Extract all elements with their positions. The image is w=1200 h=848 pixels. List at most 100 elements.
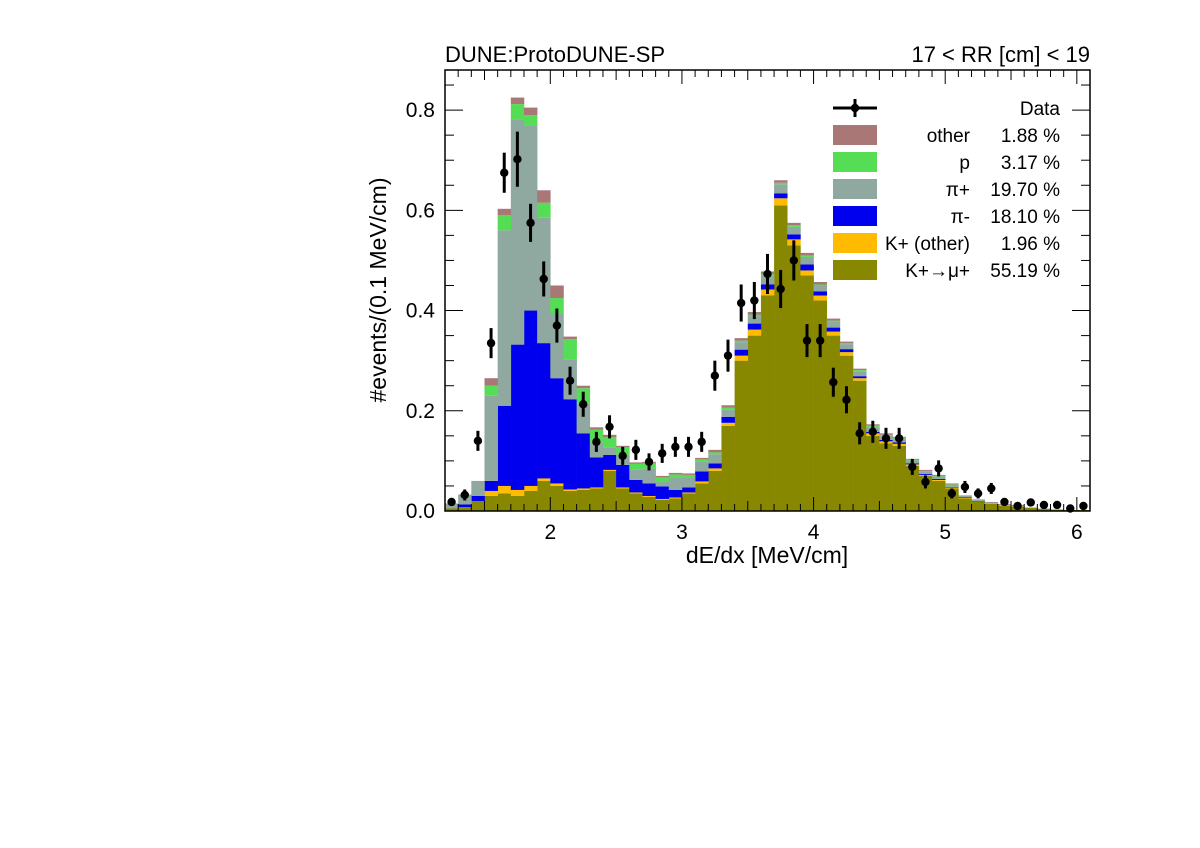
data-point xyxy=(908,462,917,472)
bar-segment xyxy=(787,245,801,511)
series-p xyxy=(484,104,959,485)
bar-segment xyxy=(853,371,867,377)
legend-label: other xyxy=(927,126,971,147)
data-point xyxy=(710,371,720,380)
legend-swatch xyxy=(833,152,877,172)
bar-segment xyxy=(576,385,591,389)
bar-segment xyxy=(655,499,670,511)
data-point xyxy=(579,400,588,409)
bar-segment xyxy=(721,405,735,408)
bar-segment xyxy=(1024,507,1038,508)
data-point xyxy=(644,457,654,467)
bar-segment xyxy=(853,378,867,381)
bar-segment xyxy=(984,502,999,504)
bar-segment xyxy=(958,497,972,499)
data-point xyxy=(894,434,904,443)
legend-item: π- 18.10 % xyxy=(833,206,1060,228)
bar-segment xyxy=(918,470,933,472)
data-point xyxy=(513,155,522,164)
bar-segment xyxy=(932,478,946,480)
bar-segment xyxy=(484,378,498,386)
bar-segment xyxy=(484,495,498,511)
data-point xyxy=(697,437,706,447)
bar-segment xyxy=(708,468,722,471)
legend-percent: 18.10 % xyxy=(990,207,1060,228)
data-point xyxy=(565,376,575,385)
legend-swatch xyxy=(833,233,877,253)
bar-segment xyxy=(708,449,722,453)
series-π- xyxy=(458,193,985,507)
bar-segment xyxy=(602,447,617,455)
data-point xyxy=(750,296,759,305)
bar-segment xyxy=(708,452,722,455)
bar-segment xyxy=(971,500,985,502)
data-point xyxy=(868,427,878,437)
x-axis-label: dE/dx [MeV/cm] xyxy=(686,542,848,568)
data-point xyxy=(1039,500,1049,510)
bar-segment xyxy=(537,478,551,481)
bar-segment xyxy=(839,343,854,345)
bar-segment xyxy=(984,503,999,511)
data-point xyxy=(486,338,496,348)
bar-segment xyxy=(787,234,801,240)
x-tick-label: 2 xyxy=(544,521,556,544)
bar-segment xyxy=(734,360,749,511)
data-point xyxy=(1052,500,1062,510)
bar-segment xyxy=(616,488,630,511)
data-point xyxy=(763,269,772,279)
bar-segment xyxy=(892,445,907,511)
legend-item: K+→μ+ 55.19 % xyxy=(833,260,1060,282)
bar-segment xyxy=(537,202,551,218)
legend-label: p xyxy=(959,153,970,174)
bar-segment xyxy=(958,495,972,496)
bar-segment xyxy=(497,230,512,406)
legend-data-marker xyxy=(850,103,860,113)
bar-segment xyxy=(563,336,577,340)
bar-segment xyxy=(629,479,643,493)
bar-segment xyxy=(471,500,485,511)
y-tick-label: 0.8 xyxy=(406,99,435,122)
bar-segment xyxy=(602,454,617,470)
bar-segment xyxy=(787,226,801,235)
bar-segment xyxy=(721,422,735,426)
data-point xyxy=(1026,498,1035,507)
bar-segment xyxy=(813,291,828,296)
bar-segment xyxy=(668,472,683,475)
data-point xyxy=(789,256,799,265)
bar-segment xyxy=(721,409,735,417)
bar-segment xyxy=(839,349,854,353)
bar-segment xyxy=(497,485,512,494)
legend-label-data: Data xyxy=(1020,99,1061,120)
bar-segment xyxy=(853,380,867,511)
data-point xyxy=(960,482,970,492)
legend-swatch xyxy=(833,260,877,280)
bar-segment xyxy=(589,457,604,488)
legend-label: π+ xyxy=(946,180,970,201)
bar-segment xyxy=(655,481,670,487)
bar-segment xyxy=(681,473,696,475)
bar-segment xyxy=(550,485,564,511)
bar-segment xyxy=(774,180,788,183)
legend-item: π+ 19.70 % xyxy=(833,179,1060,201)
data-point xyxy=(684,442,693,452)
bar-segment xyxy=(537,480,551,511)
data-point xyxy=(618,451,627,461)
bar-segment xyxy=(563,339,577,360)
bar-segment xyxy=(774,205,788,511)
bar-segment xyxy=(602,470,617,511)
bar-segment xyxy=(971,501,985,511)
bar-segment xyxy=(589,487,604,489)
data-point xyxy=(460,490,469,500)
bar-segment xyxy=(787,222,801,226)
bar-segment xyxy=(655,477,670,482)
bar-segment xyxy=(484,490,498,496)
bar-segment xyxy=(918,473,933,475)
data-points xyxy=(447,131,1088,513)
bar-segment xyxy=(695,481,709,484)
bar-segment xyxy=(445,508,459,511)
bar-segment xyxy=(774,193,788,199)
data-point xyxy=(921,477,930,487)
legend-percent: 3.17 % xyxy=(1001,153,1060,174)
